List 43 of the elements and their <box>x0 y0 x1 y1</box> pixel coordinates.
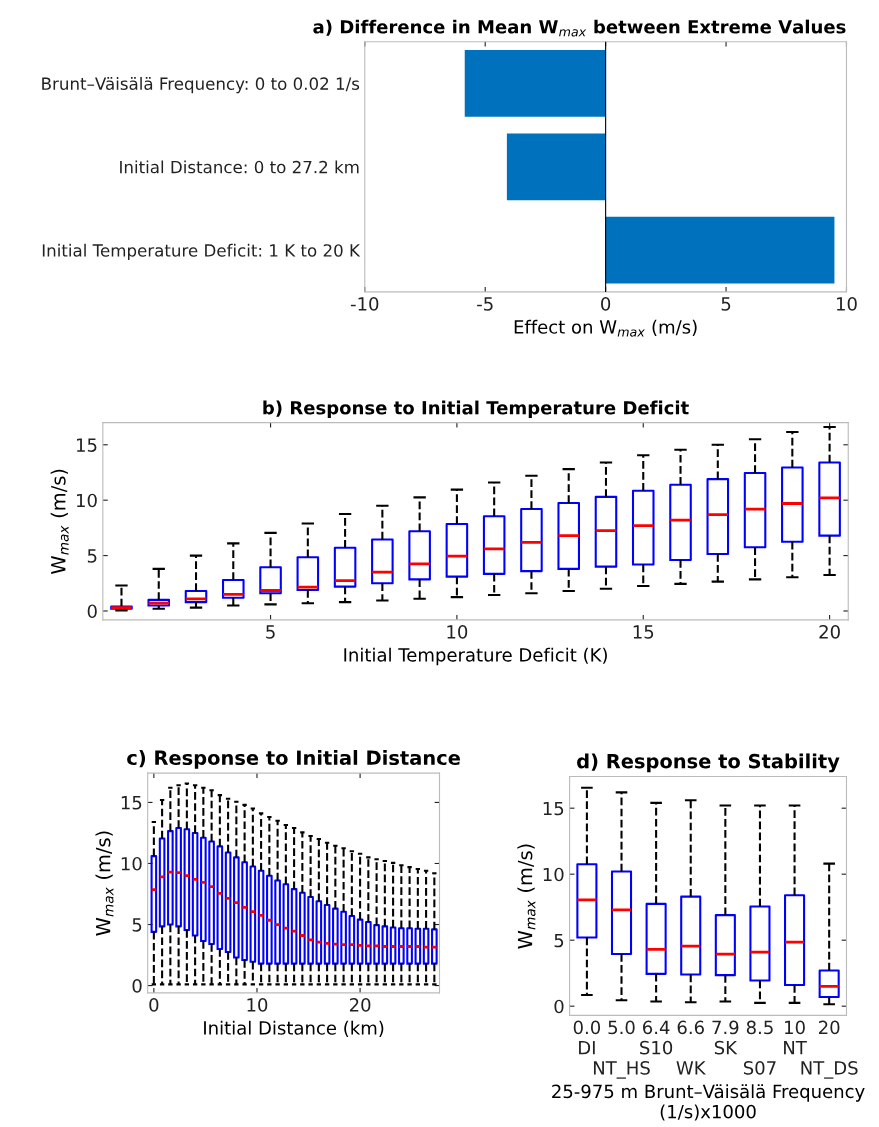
x-tick-label: 0.0 DI <box>573 1020 601 1055</box>
x-tick-label: 10 <box>836 297 857 311</box>
chart-title: c) Response to Initial Distance <box>127 750 460 769</box>
y-axis-title: W$_{max}$ (m/s) <box>50 469 69 574</box>
chart-title: a) Difference in Mean W$_{max}$ between Extreme Values <box>313 19 846 37</box>
x-axis-title: Initial Temperature Deficit (K) <box>344 647 607 666</box>
x-tick-label: 5 <box>266 625 275 639</box>
y-tick-label: 15 <box>76 438 97 452</box>
y-tick-label: 5 <box>87 549 97 563</box>
x-tick-label: 20 <box>349 998 371 1012</box>
x-axis-title: Effect on W$_{max}$ (m/s) <box>514 319 697 337</box>
x-axis-title: 25-975 m Brunt–Väisälä Frequency (1/s)x1000 <box>552 1084 865 1121</box>
x-tick-label: 10 NT <box>784 1020 807 1055</box>
x-tick-label: 7.9 SK <box>712 1020 739 1055</box>
y-tick-label: 10 <box>121 856 142 871</box>
y-axis-title: W$_{max}$ (m/s) <box>95 831 114 936</box>
x-tick-label: 15 <box>633 625 654 639</box>
y-tick-label: Initial Distance: 0 to 27.2 km <box>120 160 359 174</box>
y-tick-label: 5 <box>554 933 564 948</box>
chart-title: d) Response to Stability <box>577 753 840 773</box>
x-tick-label: 6.4 S10 <box>640 1020 673 1055</box>
y-tick-label: 0 <box>87 604 97 619</box>
chart-title: b) Response to Initial Temperature Deficit <box>263 400 689 419</box>
x-tick-label: 0 <box>601 297 611 311</box>
x-tick-label: 10 <box>247 998 268 1012</box>
x-tick-label: 20 <box>819 625 840 639</box>
y-tick-label: 5 <box>132 918 142 932</box>
y-tick-label: 15 <box>121 796 142 810</box>
x-axis-title: Initial Distance (km) <box>204 1020 384 1037</box>
x-tick-label: -5 <box>477 297 493 311</box>
x-tick-label: 5 <box>721 297 731 311</box>
x-tick-label: 0 <box>149 998 159 1012</box>
y-axis-title: W$_{max}$ (m/s) <box>517 844 536 949</box>
x-tick-label: -10 <box>350 297 379 311</box>
category-label: 6.6 WK <box>676 1020 706 1075</box>
y-tick-label: 10 <box>76 493 97 508</box>
category-label: 8.5 S07 <box>743 1020 776 1075</box>
y-tick-label: Brunt–Väisälä Frequency: 0 to 0.02 1/s <box>42 77 360 94</box>
x-tick-label: 10 <box>447 625 468 639</box>
y-tick-label: Initial Temperature Deficit: 1 K to 20 K <box>42 243 361 260</box>
y-tick-label: 15 <box>543 801 564 816</box>
y-tick-label: 10 <box>543 867 564 882</box>
y-tick-label: 0 <box>132 979 142 993</box>
